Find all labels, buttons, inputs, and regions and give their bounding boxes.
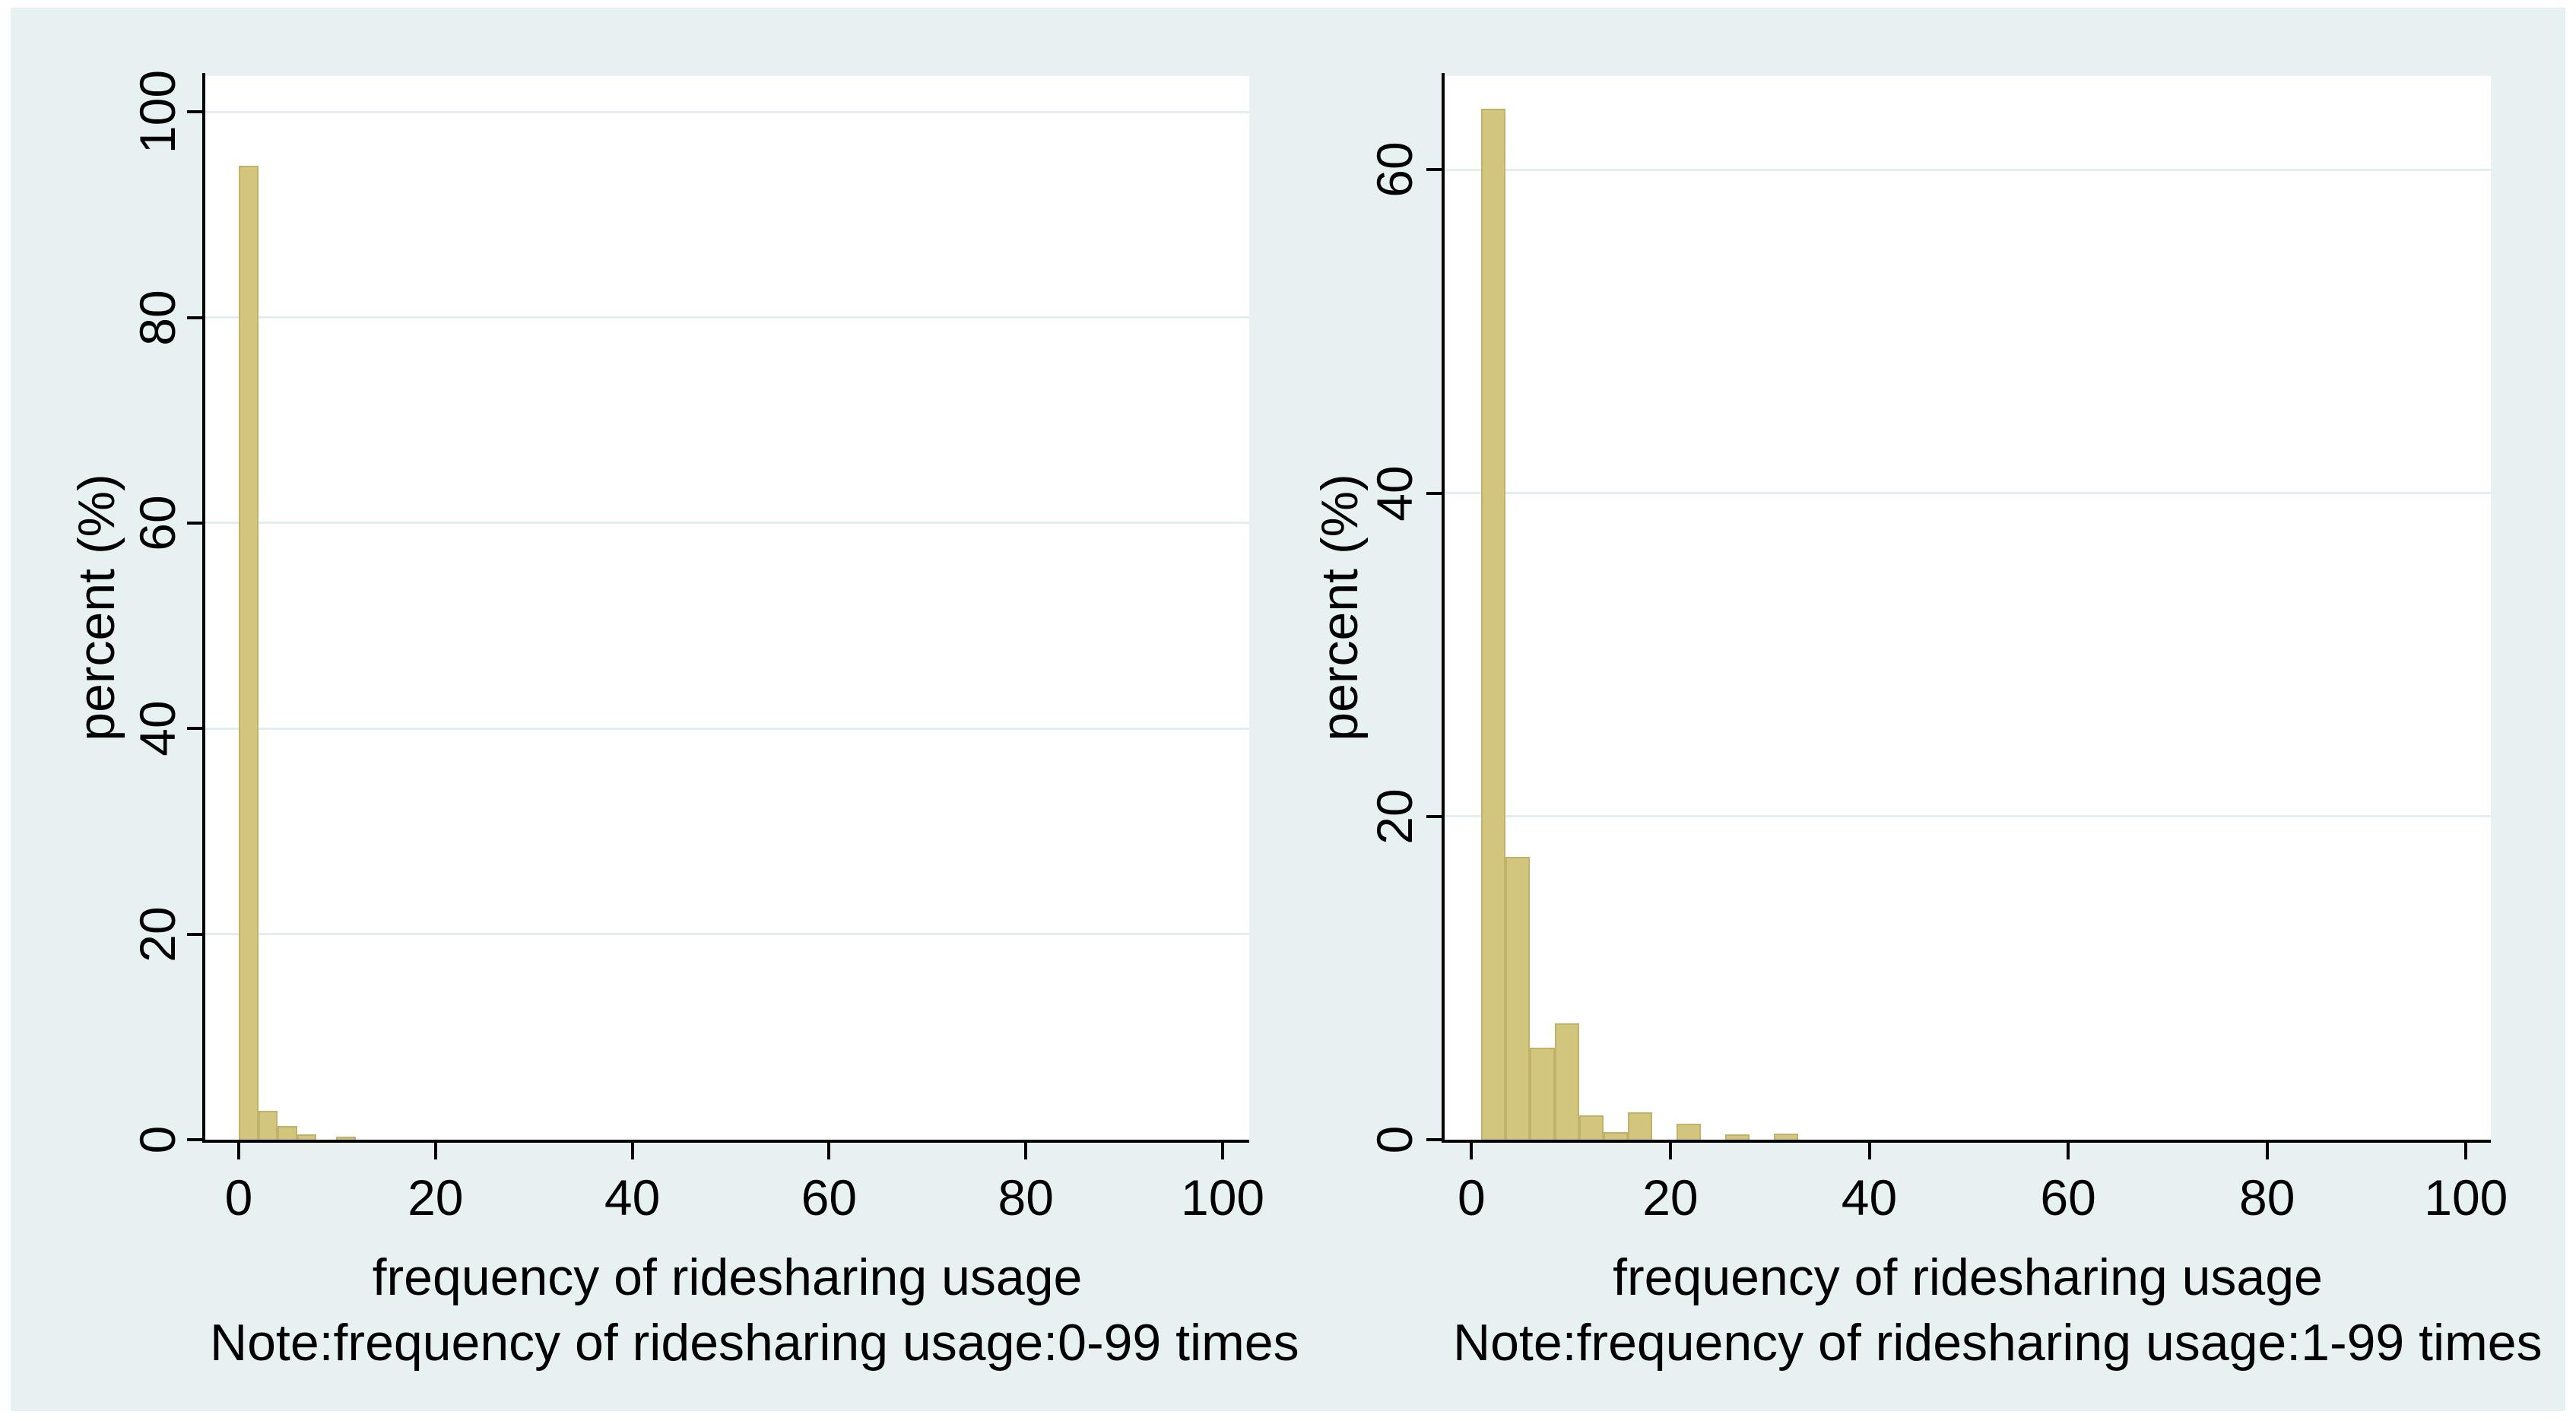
x-tick <box>1221 1140 1225 1159</box>
x-tick-label: 60 <box>801 1169 858 1226</box>
histogram-bar <box>1724 1134 1750 1140</box>
y-tick <box>1426 1138 1442 1141</box>
note-text-left: Note:frequency of ridesharing usage:0-99… <box>210 1314 1299 1372</box>
x-tick <box>630 1140 634 1159</box>
y-tick <box>1426 814 1442 818</box>
x-tick <box>1668 1140 1672 1159</box>
x-tick <box>2067 1140 2070 1159</box>
histogram-bar <box>336 1136 356 1140</box>
y-tick-label: 60 <box>129 495 186 551</box>
y-tick-label: 60 <box>1366 141 1423 198</box>
x-axis-title-right: frequency of ridesharing usage <box>1613 1248 2323 1306</box>
x-axis-line <box>202 1140 1249 1143</box>
x-tick-label: 0 <box>224 1169 253 1226</box>
x-axis-title-left: frequency of ridesharing usage <box>372 1248 1083 1306</box>
y-tick <box>187 727 202 731</box>
x-tick <box>1024 1140 1028 1159</box>
y-tick-label: 40 <box>1366 465 1423 522</box>
x-tick <box>1470 1140 1474 1159</box>
y-axis-title-left: percent (%) <box>68 474 125 741</box>
y-tick-label: 20 <box>129 906 186 963</box>
histogram-bar <box>1481 108 1506 1140</box>
x-tick-label: 80 <box>998 1169 1054 1226</box>
plot-area-left <box>205 76 1249 1140</box>
histogram-bar <box>1578 1115 1604 1140</box>
x-tick-label: 0 <box>1457 1169 1486 1226</box>
y-tick <box>187 110 202 114</box>
x-tick <box>827 1140 831 1159</box>
gridline <box>1445 492 2491 495</box>
histogram-bar <box>1773 1133 1798 1140</box>
x-tick-label: 60 <box>2040 1169 2096 1226</box>
x-tick-label: 20 <box>1642 1169 1699 1226</box>
gridline <box>205 316 1249 319</box>
y-tick-label: 80 <box>129 289 186 346</box>
y-tick-label: 20 <box>1366 788 1423 845</box>
y-tick <box>187 932 202 936</box>
x-tick-label: 40 <box>604 1169 661 1226</box>
y-axis-line <box>202 73 205 1143</box>
histogram-bar <box>1627 1112 1652 1140</box>
gridline <box>1445 815 2491 818</box>
x-tick <box>2464 1140 2468 1159</box>
note-text-right: Note:frequency of ridesharing usage:1-99… <box>1453 1314 2543 1372</box>
histogram-bar <box>1530 1047 1555 1140</box>
y-tick <box>187 1138 202 1141</box>
x-tick <box>236 1140 240 1159</box>
histogram-bar <box>278 1126 297 1140</box>
plot-area-right <box>1445 76 2491 1140</box>
x-tick <box>2265 1140 2269 1159</box>
y-tick-label: 40 <box>129 700 186 757</box>
gridline <box>205 522 1249 525</box>
x-tick <box>433 1140 437 1159</box>
histogram-bar <box>1505 856 1531 1140</box>
x-tick-label: 100 <box>1180 1169 1265 1226</box>
histogram-bar <box>258 1111 278 1140</box>
y-axis-line <box>1442 73 1445 1143</box>
histogram-bar <box>238 165 259 1140</box>
gridline <box>205 933 1249 936</box>
gridline <box>205 110 1249 113</box>
gridline <box>205 727 1249 730</box>
x-axis-line <box>1442 1140 2491 1143</box>
histogram-bar <box>297 1134 317 1140</box>
x-tick-label: 20 <box>408 1169 464 1226</box>
y-tick <box>187 521 202 525</box>
y-tick-label: 100 <box>129 70 186 154</box>
x-tick-label: 100 <box>2424 1169 2508 1226</box>
y-tick <box>1426 491 1442 495</box>
x-tick <box>1867 1140 1871 1159</box>
x-tick-label: 80 <box>2238 1169 2295 1226</box>
y-tick <box>1426 168 1442 172</box>
gridline <box>1445 168 2491 171</box>
y-axis-title-right: percent (%) <box>1311 474 1369 741</box>
histogram-bar <box>1676 1123 1701 1140</box>
y-tick <box>187 316 202 319</box>
histogram-bar <box>1603 1132 1628 1140</box>
histogram-bar <box>1554 1023 1579 1140</box>
x-tick-label: 40 <box>1841 1169 1898 1226</box>
